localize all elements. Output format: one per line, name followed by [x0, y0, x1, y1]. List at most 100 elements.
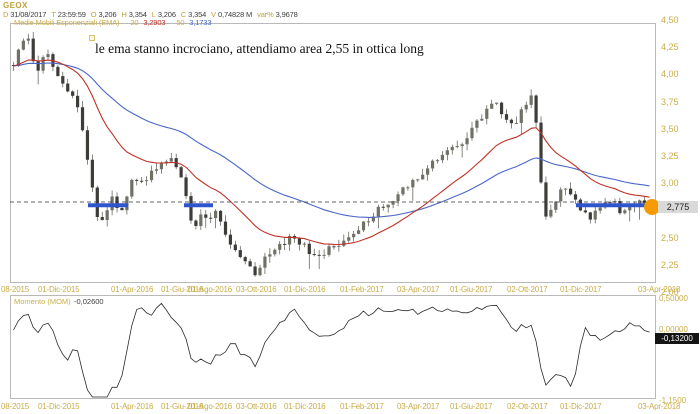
candle-body	[218, 210, 223, 222]
candle-body	[85, 130, 90, 160]
last-price-chip: 2,775	[658, 201, 698, 213]
date-tick-label: 01-Apr-2016	[111, 285, 154, 294]
candle-body	[430, 160, 435, 169]
candle-body	[401, 187, 405, 195]
date-tick-label: 01-Ago-2016	[188, 402, 233, 411]
ema50-period: 50	[176, 18, 185, 27]
ema50-line[interactable]	[13, 62, 650, 218]
candle-body	[263, 256, 267, 268]
candle-body	[475, 120, 479, 128]
readout-field-value: 0,74828 M	[218, 10, 253, 19]
readout-field-key: V	[211, 10, 217, 19]
candle-body	[209, 217, 213, 219]
annotation-anchor-handle[interactable]	[89, 35, 95, 41]
momentum-bottom-tick-label: -1,1500	[659, 396, 687, 405]
candle-body	[435, 160, 440, 162]
candle-body	[628, 206, 632, 211]
readout-field-key: D	[3, 10, 9, 19]
momentum-tick-label: 0,00000	[659, 325, 688, 334]
candle-body	[297, 238, 302, 245]
candle-body	[426, 168, 430, 175]
candle-body	[307, 243, 311, 255]
candle-body	[371, 216, 375, 222]
candle-body	[361, 221, 366, 231]
candle-body	[278, 243, 282, 250]
candle-body	[386, 204, 390, 208]
candle-body	[509, 119, 514, 124]
price-panel-border	[10, 23, 656, 283]
candle-body	[366, 221, 371, 223]
candle-body	[519, 109, 523, 123]
candle-body	[130, 179, 134, 197]
readout-field-key: C	[180, 10, 187, 19]
candle-body	[75, 95, 80, 108]
candle-body	[238, 250, 242, 258]
date-tick-label: 02-Ott-2017	[507, 402, 548, 411]
candle-body	[258, 267, 262, 276]
candle-body	[485, 108, 489, 119]
date-tick-label: 03-Apr-2017	[397, 285, 440, 294]
candle-body	[357, 230, 361, 234]
candle-body	[411, 179, 415, 188]
candle-body	[460, 144, 464, 147]
date-tick-label: 01-Feb-2017	[340, 402, 384, 411]
date-tick-label: 08-2015	[1, 285, 29, 294]
date-tick-label: 02-Ott-2017	[507, 285, 548, 294]
candle-body	[544, 182, 548, 217]
candle-body	[199, 214, 203, 227]
candle-body	[564, 188, 568, 190]
candle-body	[61, 76, 65, 84]
price-tick-label: 4,00	[661, 69, 679, 80]
candle-body	[381, 206, 385, 208]
candle-body	[90, 159, 94, 188]
ema20-value: 3,2903	[143, 18, 166, 27]
candle-body	[455, 146, 459, 148]
ema20-line[interactable]	[13, 59, 650, 246]
candle-body	[465, 138, 469, 145]
readout-field-key: var%	[257, 10, 274, 19]
momentum-value-chip: -0,13200	[655, 333, 699, 344]
candle-body	[248, 261, 252, 267]
candle-body	[450, 146, 454, 151]
candle-body	[593, 210, 597, 220]
date-tick-label: 01-Giu-2017	[450, 402, 493, 411]
candle-body	[312, 254, 316, 256]
candle-body	[554, 201, 558, 210]
readout-field-value: 3,354	[128, 10, 147, 19]
candle-body	[608, 202, 612, 204]
candle-body	[549, 209, 553, 217]
candle-body	[21, 40, 25, 50]
candle-body	[332, 246, 336, 248]
candle-body	[317, 254, 321, 256]
readout-field-value: 3,206	[98, 10, 117, 19]
candle-body	[120, 208, 124, 211]
readout-field-key: O	[90, 10, 97, 19]
symbol-label: GEOX	[3, 1, 28, 10]
date-tick-label: 03-Ott-2016	[236, 402, 277, 411]
candle-body	[46, 54, 50, 58]
candle-body	[559, 189, 563, 202]
ema-indicator-name: Medie Mobili Esponenziali (EMA)	[14, 18, 120, 27]
candle-body	[287, 235, 292, 245]
candle-body	[105, 210, 109, 220]
date-tick-label: 08-2015	[1, 402, 29, 411]
candle-body	[504, 114, 509, 120]
candle-body	[243, 257, 247, 262]
candle-body	[376, 206, 380, 217]
candle-body	[445, 150, 449, 155]
last-price-highlight-dot[interactable]	[644, 199, 660, 215]
price-tick-label: 2,25	[661, 260, 679, 271]
candle-body	[327, 246, 331, 255]
date-tick-label: 03-Ott-2016	[236, 285, 277, 294]
date-tick-label: 01-Apr-2016	[111, 402, 154, 411]
candle-body	[100, 217, 104, 220]
candle-body	[396, 194, 400, 201]
price-tick-label: 4,50	[661, 14, 679, 25]
candle-body	[470, 127, 474, 139]
candle-body	[514, 122, 518, 124]
candle-body	[71, 91, 75, 96]
annotation-text[interactable]: le ema stanno incrociano, attendiamo are…	[95, 41, 424, 56]
candle-body	[322, 254, 326, 256]
